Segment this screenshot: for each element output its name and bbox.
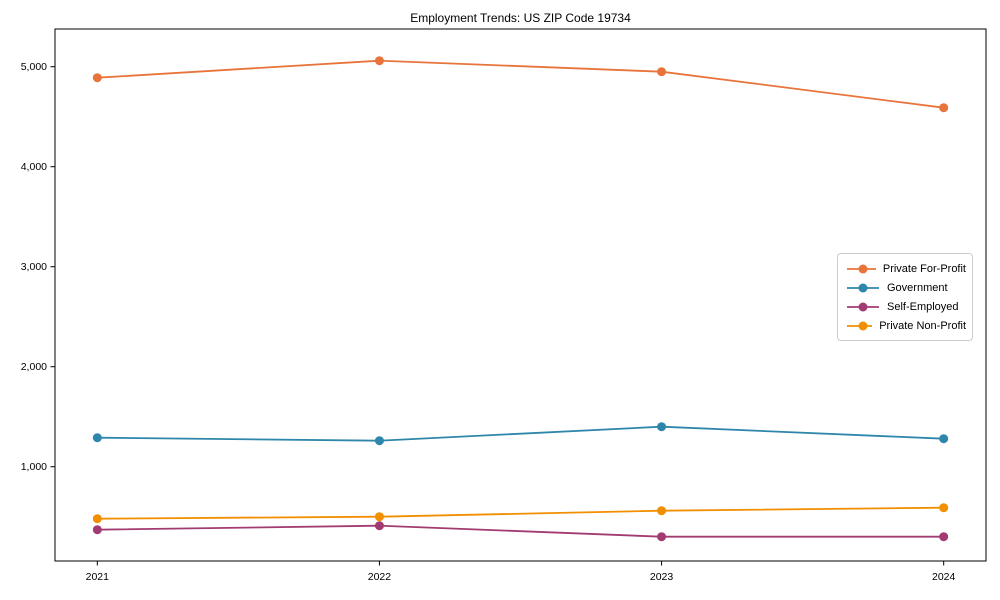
legend-marker-icon	[847, 283, 879, 292]
x-tick-label: 2022	[368, 571, 392, 583]
legend-item: Private Non-Profit	[846, 316, 966, 335]
y-tick-label: 3,000	[21, 261, 47, 273]
legend-label: Private Non-Profit	[879, 319, 966, 332]
x-tick-label: 2021	[86, 571, 110, 583]
legend-box: Private For-Profit Government Self-Employe…	[837, 253, 973, 341]
data-point-marker	[92, 514, 102, 524]
legend-label: Self-Employed	[887, 300, 959, 313]
legend-marker-icon	[847, 264, 876, 273]
data-point-marker	[939, 103, 949, 113]
data-point-marker	[657, 67, 667, 77]
data-point-marker	[92, 525, 102, 535]
data-point-marker	[657, 506, 667, 516]
axes-frame	[54, 28, 987, 562]
data-point-marker	[374, 436, 384, 446]
x-tick-label: 2023	[650, 571, 674, 583]
y-tick-label: 4,000	[21, 161, 47, 173]
series-line-private-for-profit	[96, 59, 945, 109]
data-point-marker	[939, 434, 949, 444]
legend-marker-icon	[847, 321, 873, 330]
legend-label: Government	[887, 281, 948, 294]
series-line-private-non-profit	[96, 506, 945, 520]
series-line-self-employed	[96, 524, 945, 538]
y-tick-label: 1,000	[21, 461, 47, 473]
data-point-marker	[657, 422, 667, 432]
data-point-marker	[374, 521, 384, 531]
data-point-marker	[374, 512, 384, 522]
chart-title: Employment Trends: US ZIP Code 19734	[410, 11, 631, 25]
data-point-marker	[92, 433, 102, 443]
legend-item: Government	[846, 278, 966, 297]
legend-item: Private For-Profit	[846, 259, 966, 278]
data-point-marker	[657, 532, 667, 542]
legend-item: Self-Employed	[846, 297, 966, 316]
y-tick-label: 5,000	[21, 61, 47, 73]
data-point-marker	[939, 503, 949, 513]
data-point-marker	[374, 56, 384, 66]
series-line-government	[96, 425, 945, 442]
legend-marker-icon	[847, 302, 879, 311]
data-point-marker	[939, 532, 949, 542]
x-tick-label: 2024	[932, 571, 956, 583]
data-point-marker	[92, 73, 102, 83]
y-tick-label: 2,000	[21, 361, 47, 373]
legend-label: Private For-Profit	[882, 262, 966, 275]
